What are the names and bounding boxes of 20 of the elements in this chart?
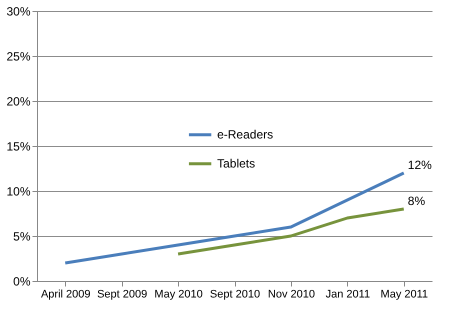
annotation: 8% — [408, 194, 426, 208]
line-series — [64, 172, 406, 264]
x-tick-label: May 2010 — [154, 288, 203, 300]
annotation: 12% — [408, 158, 432, 172]
y-tick-label: 25% — [6, 50, 31, 64]
legend-label: Tablets — [217, 156, 256, 171]
y-tick-label: 15% — [6, 140, 31, 154]
line-series — [176, 208, 406, 256]
y-tick-label: 10% — [6, 184, 31, 198]
y-tick-label: 0% — [13, 274, 31, 288]
legend-label: e-Readers — [217, 128, 274, 142]
x-tick-label: May 2011 — [380, 288, 428, 300]
x-tick-label: April 2009 — [40, 288, 90, 300]
x-tick-label: Sept 2009 — [97, 288, 148, 300]
x-tick-label: Jan 2011 — [326, 288, 370, 300]
y-tick-label: 30% — [6, 4, 31, 18]
x-tick-label: Nov 2010 — [268, 288, 315, 300]
y-tick-label: 20% — [6, 94, 31, 108]
x-tick-label: Sept 2010 — [210, 288, 260, 300]
y-tick-label: 5% — [13, 230, 31, 244]
